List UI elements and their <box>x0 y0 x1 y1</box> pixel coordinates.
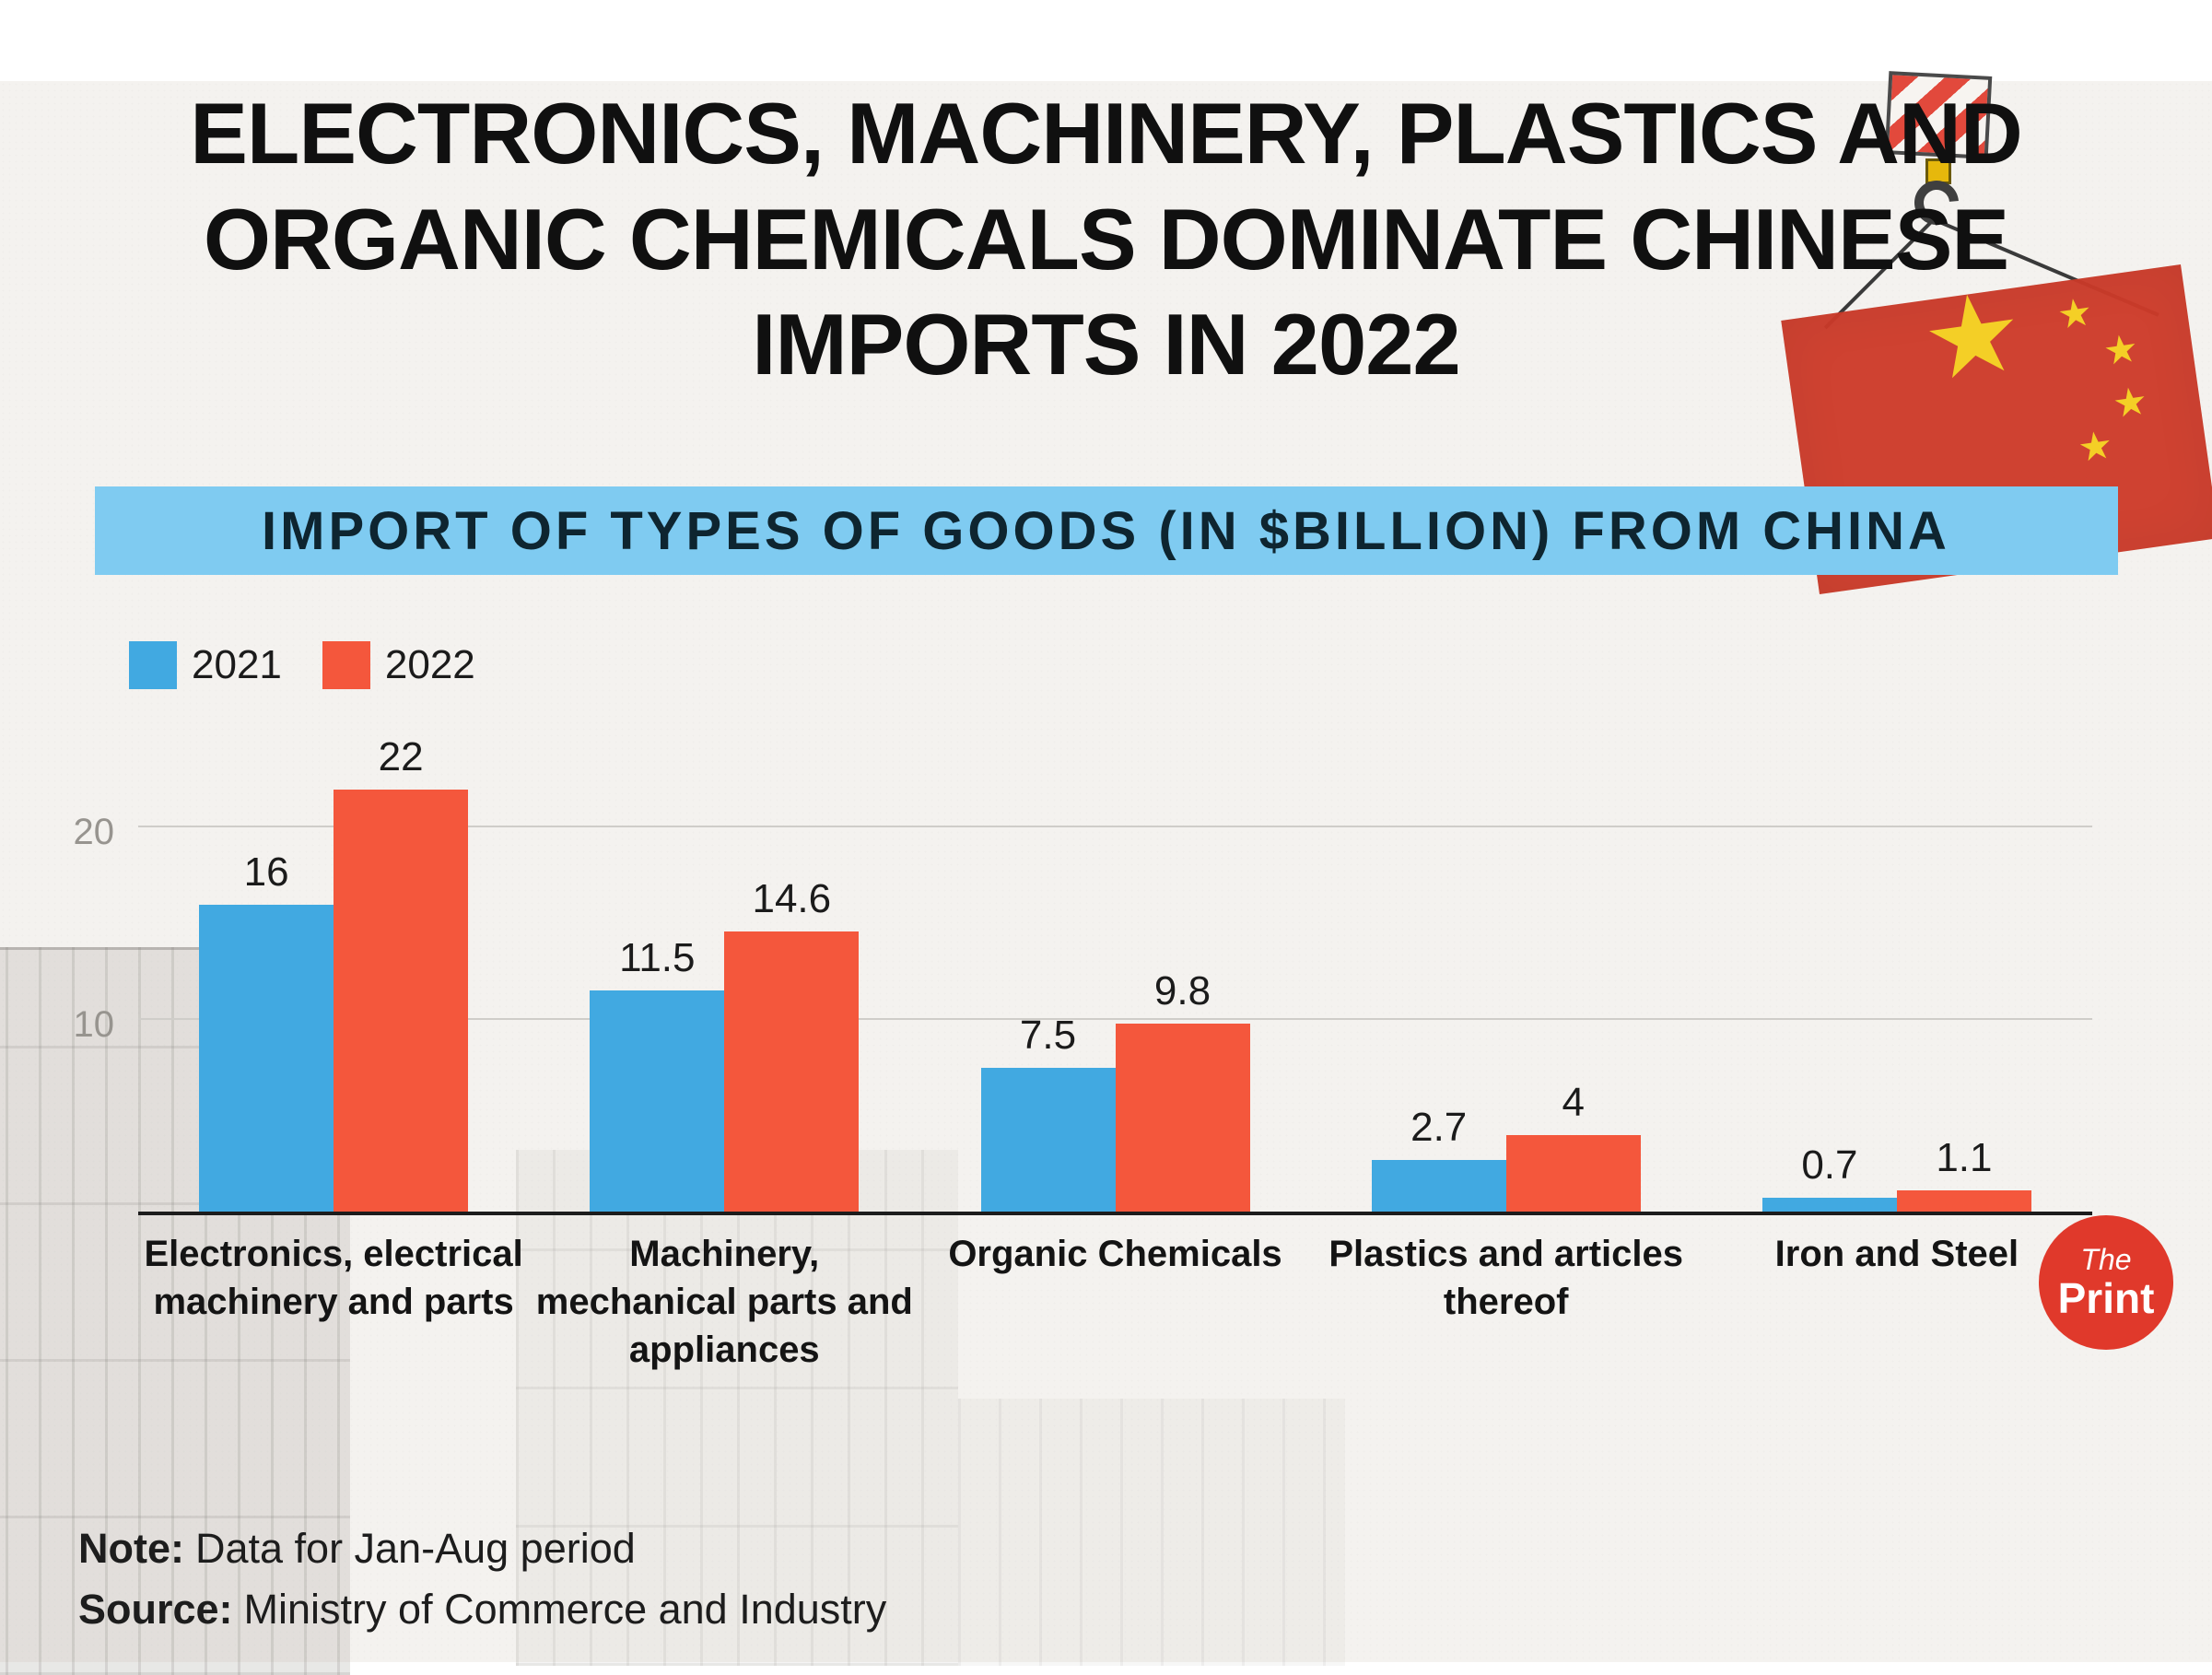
category-label: Plastics and articles thereof <box>1311 1230 1702 1374</box>
chart-title: IMPORT OF TYPES OF GOODS (IN $BILLION) F… <box>262 500 1950 561</box>
bar-2022 <box>724 931 860 1212</box>
bar-2021 <box>980 1067 1116 1212</box>
legend-item-2022: 2022 <box>322 641 475 690</box>
bar-value-label: 22 <box>378 733 424 779</box>
category-label-text: Organic Chemicals <box>948 1234 1282 1275</box>
bar-2022 <box>1505 1134 1641 1212</box>
bar-value-label: 4 <box>1562 1079 1585 1125</box>
y-axis-gutter: 10 20 <box>0 732 138 1215</box>
bar-group: 2.7 4 <box>1311 732 1702 1212</box>
bar-value-label: 0.7 <box>1801 1142 1858 1189</box>
gridline-20 <box>138 826 2092 828</box>
bar-group: 11.5 14.6 <box>529 732 919 1212</box>
legend-label-2021: 2021 <box>192 642 282 688</box>
category-labels: Electronics, electrical machinery and pa… <box>138 1230 2092 1374</box>
note-line: Note: Data for Jan-Aug period <box>78 1518 886 1579</box>
category-label-text: Plastics and articles thereof <box>1328 1234 1684 1323</box>
category-label-text: Machinery, mechanical parts and applianc… <box>535 1234 913 1371</box>
bar-2021 <box>1761 1198 1897 1212</box>
bar-column-2021: 11.5 <box>590 935 725 1212</box>
theprint-logo: The Print <box>2039 1215 2173 1351</box>
logo-print: Print <box>2057 1273 2155 1322</box>
legend: 2021 2022 <box>129 641 2212 690</box>
bar-column-2022: 1.1 <box>1896 1135 2031 1212</box>
bar-column-2021: 7.5 <box>980 1012 1116 1212</box>
bar-column-2022: 4 <box>1505 1079 1641 1212</box>
bar-value-label: 9.8 <box>1153 967 1211 1013</box>
legend-swatch-2021 <box>129 641 177 690</box>
category-label: Machinery, mechanical parts and applianc… <box>529 1230 919 1374</box>
bar-column-2021: 2.7 <box>1371 1104 1506 1212</box>
title-line-2: ORGANIC CHEMICALS DOMINATE CHINESE <box>203 190 2009 287</box>
legend-swatch-2022 <box>322 641 370 690</box>
plot-area: 16 22 11.5 14.6 7.5 9.8 2.7 4 0.7 1.1 <box>138 732 2092 1216</box>
title-line-1: ELECTRONICS, MACHINERY, PLASTICS AND <box>190 85 2023 182</box>
bar-group: 7.5 9.8 <box>919 732 1310 1212</box>
crane-hook-mount-icon <box>1925 158 1951 184</box>
category-label: Organic Chemicals <box>919 1230 1310 1374</box>
category-label-text: Iron and Steel <box>1774 1234 2019 1275</box>
bar-2021 <box>1371 1159 1506 1212</box>
bar-column-2022: 22 <box>334 733 469 1212</box>
footer: Note: Data for Jan-Aug period Source: Mini… <box>78 1518 886 1640</box>
title-line-3: IMPORTS IN 2022 <box>752 296 1461 393</box>
source-label: Source: <box>78 1586 233 1633</box>
bar-2021 <box>199 904 334 1212</box>
legend-label-2022: 2022 <box>384 642 475 688</box>
x-axis-spacer <box>0 1230 138 1374</box>
bar-value-label: 1.1 <box>1936 1135 1993 1181</box>
bar-column-2021: 0.7 <box>1761 1142 1897 1212</box>
bar-value-label: 14.6 <box>752 875 832 921</box>
bar-column-2022: 9.8 <box>1115 967 1250 1212</box>
bar-value-label: 2.7 <box>1410 1104 1468 1150</box>
source-text: Ministry of Commerce and Industry <box>243 1586 887 1633</box>
bar-2022 <box>1896 1190 2031 1212</box>
gridline-10 <box>138 1017 2092 1020</box>
bar-group: 16 22 <box>138 732 529 1212</box>
y-tick-label-20: 20 <box>73 812 115 853</box>
note-text: Data for Jan-Aug period <box>194 1525 636 1572</box>
bar-group: 0.7 1.1 <box>1702 732 2092 1212</box>
bar-value-label: 16 <box>243 849 289 895</box>
bar-2021 <box>590 990 725 1212</box>
y-tick-label-10: 10 <box>73 1003 115 1045</box>
bar-value-label: 7.5 <box>1019 1012 1077 1058</box>
bar-value-label: 11.5 <box>619 935 696 981</box>
bar-column-2021: 16 <box>199 849 334 1212</box>
legend-item-2021: 2021 <box>129 641 282 690</box>
container-graphic-right <box>958 1399 1345 1666</box>
bar-2022 <box>1115 1023 1250 1212</box>
category-label: Iron and Steel <box>1702 1230 2092 1374</box>
chart: 10 20 16 22 11.5 14.6 7.5 9.8 2.7 4 0.7 1.1 Electr… <box>0 732 2212 1374</box>
page-title: ELECTRONICS, MACHINERY, PLASTICS AND ORG… <box>83 81 2129 398</box>
bar-2022 <box>334 789 469 1212</box>
container-graphic-mid <box>516 1150 958 1666</box>
bar-groups: 16 22 11.5 14.6 7.5 9.8 2.7 4 0.7 1.1 <box>138 732 2092 1212</box>
source-line: Source: Ministry of Commerce and Industry <box>78 1579 886 1640</box>
chart-title-banner: IMPORT OF TYPES OF GOODS (IN $BILLION) F… <box>94 486 2118 576</box>
bar-column-2022: 14.6 <box>724 875 860 1212</box>
note-label: Note: <box>78 1525 184 1572</box>
logo-the: The <box>2080 1242 2132 1276</box>
category-label: Electronics, electrical machinery and pa… <box>138 1230 529 1374</box>
category-label-text: Electronics, electrical machinery and pa… <box>144 1234 523 1323</box>
